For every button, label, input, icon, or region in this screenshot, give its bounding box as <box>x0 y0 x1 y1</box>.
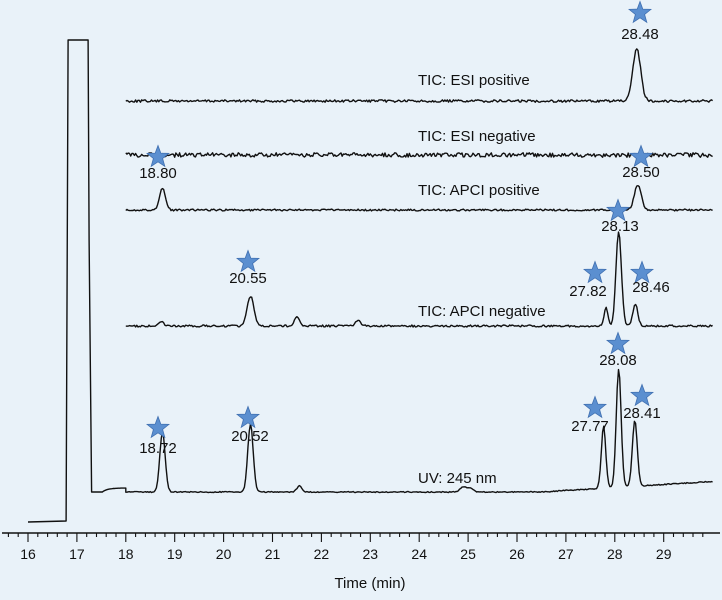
peak-star-28-41 <box>630 383 654 407</box>
trace-tic-esi-positive <box>125 48 714 103</box>
peak-star-18-72 <box>146 415 170 439</box>
peak-labels-layer: 28.48 18.80 28.50 20.55 27.82 28.13 28.46 18.72… <box>139 26 670 457</box>
x-tick-label-17: 17 <box>69 546 85 562</box>
peak-label-28-50: 28.50 <box>622 164 660 181</box>
peak-label-28-48: 28.48 <box>621 26 659 43</box>
x-tick-label-27: 27 <box>558 546 574 562</box>
series-label-tic-apci-positive: TIC: APCI positive <box>418 182 540 199</box>
peak-label-28-13: 28.13 <box>601 218 639 235</box>
series-label-tic-esi-negative: TIC: ESI negative <box>418 128 536 145</box>
x-tick-label-18: 18 <box>118 546 134 562</box>
series-label-tic-esi-positive: TIC: ESI positive <box>418 72 530 89</box>
x-tick-label-19: 19 <box>167 546 183 562</box>
x-tick-label-25: 25 <box>460 546 476 562</box>
peak-star-28-08 <box>606 331 630 355</box>
trace-labels-layer: TIC: ESI positive TIC: ESI negative TIC: A… <box>418 72 546 487</box>
x-tick-label-24: 24 <box>411 546 427 562</box>
peak-label-20-55: 20.55 <box>229 270 267 287</box>
peak-star-28-13 <box>606 198 630 222</box>
peak-star-28-50 <box>629 144 653 168</box>
traces-layer <box>27 39 714 523</box>
stars-layer <box>146 0 654 439</box>
peak-star-18-80 <box>146 144 170 168</box>
x-tick-label-28: 28 <box>607 546 623 562</box>
trace-uv-245-nm <box>27 39 713 523</box>
x-tick-label-20: 20 <box>216 546 232 562</box>
x-tick-label-16: 16 <box>20 546 36 562</box>
peak-label-28-46: 28.46 <box>632 279 670 296</box>
x-tick-label-23: 23 <box>363 546 379 562</box>
peak-label-27-82: 27.82 <box>569 283 607 300</box>
x-tick-label-29: 29 <box>656 546 672 562</box>
peak-star-28-46 <box>630 260 654 284</box>
series-label-tic-apci-negative: TIC: APCI negative <box>418 303 546 320</box>
x-tick-label-21: 21 <box>265 546 281 562</box>
peak-label-28-41: 28.41 <box>623 405 661 422</box>
x-tick-label-26: 26 <box>509 546 525 562</box>
peak-label-28-08: 28.08 <box>599 352 637 369</box>
x-axis-label: Time (min) <box>334 575 405 592</box>
peak-label-18-80: 18.80 <box>139 165 177 182</box>
peak-star-28-48 <box>628 0 652 24</box>
peak-label-20-52: 20.52 <box>231 428 269 445</box>
peak-star-20-55 <box>236 249 260 273</box>
x-axis: 16 17 18 19 20 21 22 23 24 25 26 27 28 29 <box>2 532 720 562</box>
peak-star-27-82 <box>583 260 607 284</box>
series-label-uv-245-nm: UV: 245 nm <box>418 470 497 487</box>
peak-label-27-77: 27.77 <box>571 418 609 435</box>
x-tick-label-22: 22 <box>314 546 330 562</box>
trace-tic-apci-negative <box>125 231 713 328</box>
peak-star-20-52 <box>236 405 260 429</box>
peak-star-27-77 <box>583 395 607 419</box>
peak-label-18-72: 18.72 <box>139 440 177 457</box>
trace-tic-esi-negative <box>125 152 713 158</box>
